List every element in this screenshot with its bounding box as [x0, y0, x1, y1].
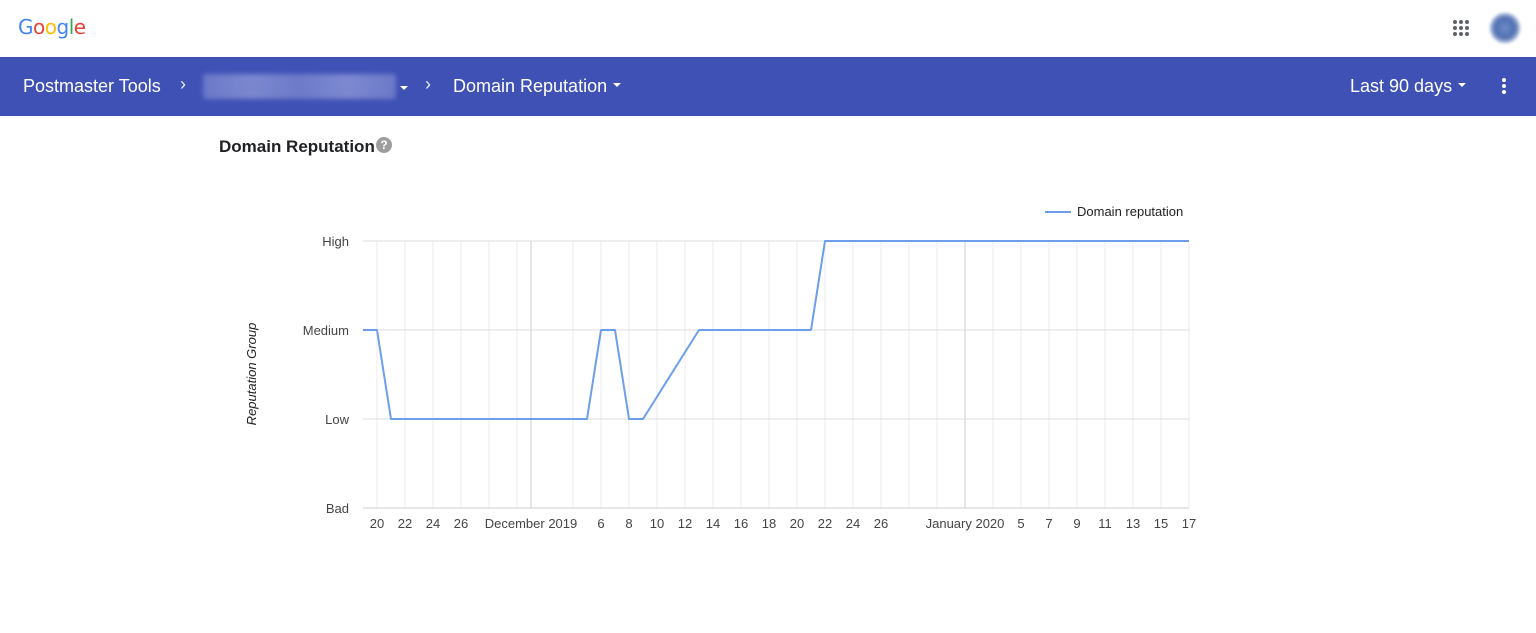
x-tick-label: 9	[1073, 516, 1080, 531]
caret-down-icon	[613, 83, 622, 88]
date-range-label: Last 90 days	[1350, 76, 1453, 96]
y-tick-label: High	[322, 234, 349, 249]
y-tick-label: Low	[325, 412, 349, 427]
x-tick-label: 12	[678, 516, 692, 531]
account-avatar[interactable]	[1490, 13, 1520, 43]
chevron-right-icon: ›	[425, 74, 431, 94]
y-axis-title: Reputation Group	[244, 323, 259, 426]
chevron-right-icon: ›	[180, 74, 186, 94]
x-tick-label: 17	[1182, 516, 1196, 531]
x-tick-label: 6	[597, 516, 604, 531]
legend-label[interactable]: Domain reputation	[1077, 204, 1183, 219]
help-icon[interactable]: ?	[376, 137, 392, 153]
x-tick-label: 22	[398, 516, 412, 531]
breadcrumb-postmaster-tools[interactable]: Postmaster Tools	[23, 76, 161, 96]
top-bar: Google	[0, 0, 1536, 57]
x-tick-label: 16	[734, 516, 748, 531]
domain-reputation-line[interactable]	[363, 240, 1189, 420]
date-range-dropdown[interactable]: Last 90 days	[1350, 76, 1467, 97]
x-tick-label: 5	[1017, 516, 1024, 531]
x-tick-label: 10	[650, 516, 664, 531]
y-tick-label: Bad	[326, 501, 349, 516]
report-dropdown-label: Domain Reputation	[453, 76, 608, 96]
x-tick-label: 24	[426, 516, 440, 531]
more-vert-icon[interactable]	[1502, 78, 1506, 94]
x-tick-label: 18	[762, 516, 776, 531]
x-tick-label: 15	[1154, 516, 1168, 531]
caret-down-icon	[1458, 83, 1467, 88]
x-tick-label: 20	[790, 516, 804, 531]
apps-grid-icon[interactable]	[1453, 20, 1469, 36]
google-logo[interactable]: Google	[18, 15, 86, 39]
y-tick-label: Medium	[303, 323, 349, 338]
x-tick-label: 13	[1126, 516, 1140, 531]
x-tick-label: 11	[1098, 516, 1112, 531]
x-tick-label: 7	[1045, 516, 1052, 531]
x-tick-label: 20	[370, 516, 384, 531]
x-tick-label: 26	[454, 516, 468, 531]
x-tick-label: January 2020	[926, 516, 1005, 531]
x-tick-label: 14	[706, 516, 720, 531]
breadcrumb-domain-redacted[interactable]	[203, 74, 396, 99]
nav-bar: Postmaster Tools › › Domain Reputation L…	[0, 57, 1536, 116]
x-tick-label: 26	[874, 516, 888, 531]
report-dropdown[interactable]: Domain Reputation	[453, 76, 622, 97]
x-tick-label: 8	[625, 516, 632, 531]
x-tick-label: 22	[818, 516, 832, 531]
domain-dropdown-caret-icon[interactable]	[400, 86, 408, 90]
x-tick-label: 24	[846, 516, 860, 531]
page-title: Domain Reputation	[219, 137, 375, 156]
x-tick-label: December 2019	[485, 516, 578, 531]
